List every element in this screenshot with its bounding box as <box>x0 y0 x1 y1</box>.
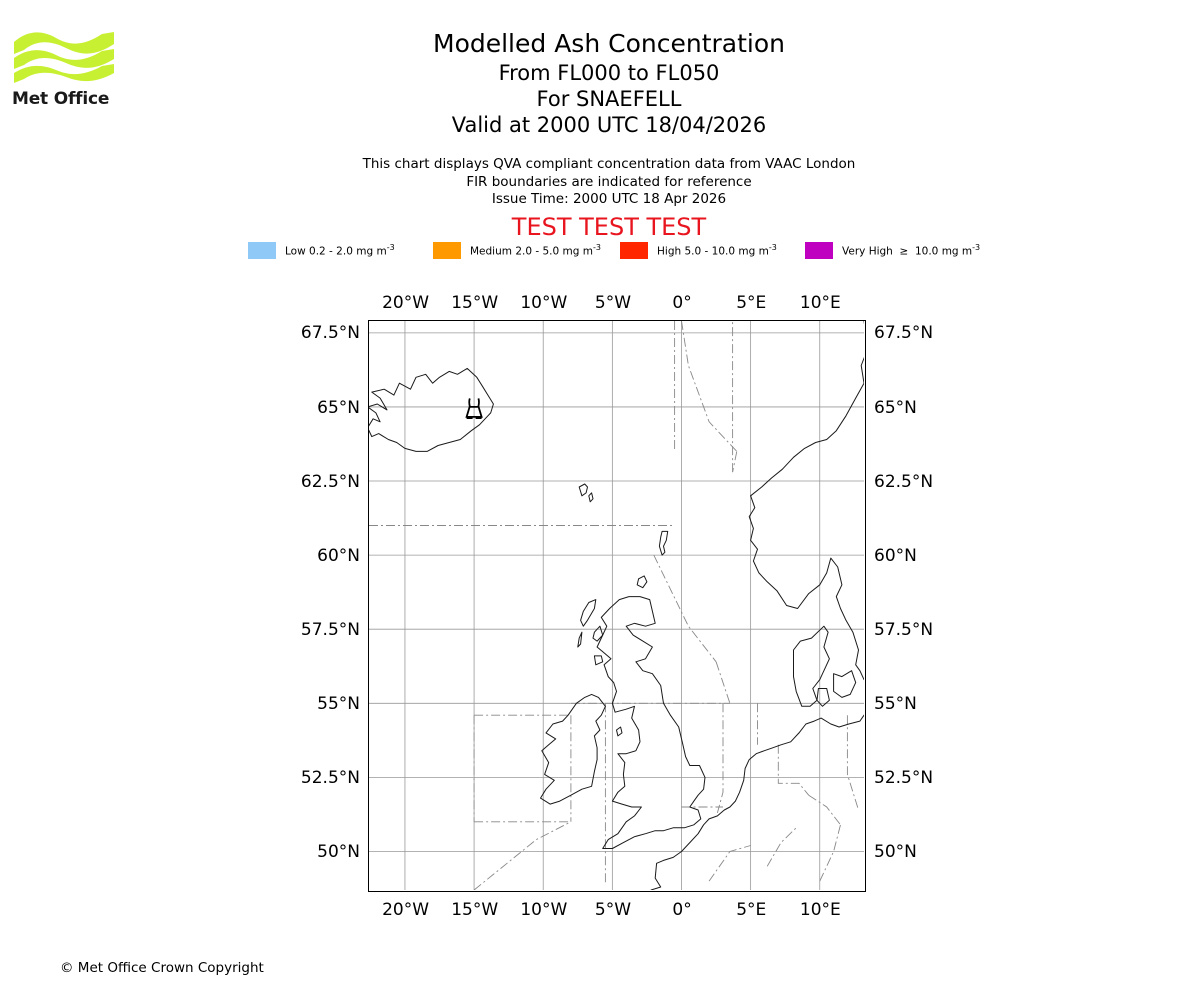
lat-label-left-2: 62.5°N <box>300 471 360 492</box>
qva-statement: This chart displays QVA compliant concen… <box>362 156 856 172</box>
coastlines <box>369 321 864 890</box>
fir-boundary-19 <box>808 794 841 826</box>
flight-level-range: From FL000 to FL050 <box>498 61 720 85</box>
fir-boundary-22 <box>846 715 859 811</box>
map-container <box>368 320 866 892</box>
coastline-4 <box>636 575 648 589</box>
legend-label-1: Medium 2.0 - 5.0 mg m-3 <box>470 242 601 258</box>
lat-label-left-6: 52.5°N <box>300 767 360 788</box>
lat-label-left-5: 55°N <box>317 693 360 714</box>
lon-label-top-0: 20°W <box>382 293 430 313</box>
lat-label-right-3: 60°N <box>874 545 917 566</box>
volcano-icon <box>465 398 483 420</box>
lon-label-bottom-0: 20°W <box>382 900 430 920</box>
lon-label-top-5: 5°E <box>736 293 767 313</box>
met-office-logo-text: Met Office <box>12 89 110 109</box>
fir-boundary-18 <box>777 744 810 796</box>
lon-label-top-6: 10°E <box>799 293 841 313</box>
coastline-7 <box>577 631 583 648</box>
coastline-14 <box>793 625 830 707</box>
volcano-name-title: For SNAEFELL <box>536 87 682 111</box>
legend-swatch-2 <box>620 241 648 259</box>
coastline-8 <box>592 625 604 642</box>
coastline-17 <box>650 732 800 890</box>
lon-label-bottom-5: 5°E <box>736 900 767 920</box>
fir-boundary-15 <box>716 703 724 814</box>
lat-label-right-6: 52.5°N <box>874 767 934 788</box>
legend-label-0: Low 0.2 - 2.0 mg m-3 <box>285 242 395 258</box>
copyright-notice: © Met Office Crown Copyright <box>60 960 264 976</box>
map-canvas <box>369 321 864 890</box>
legend-item-2: High 5.0 - 10.0 mg m-3 <box>620 240 777 260</box>
lat-label-left-3: 60°N <box>317 545 360 566</box>
lon-label-bottom-2: 10°W <box>520 900 568 920</box>
lon-label-top-1: 15°W <box>451 293 499 313</box>
coastline-6 <box>580 599 597 627</box>
volcano-marker <box>465 398 483 420</box>
fir-boundary-0 <box>681 321 738 452</box>
coastline-5 <box>596 596 706 849</box>
coastline-16 <box>816 688 830 707</box>
concentration-legend: Low 0.2 - 2.0 mg m-3 Medium 2.0 - 5.0 mg … <box>248 240 988 260</box>
coastline-12 <box>750 321 864 497</box>
lon-label-top-3: 5°W <box>594 293 631 313</box>
valid-time: Valid at 2000 UTC 18/04/2026 <box>451 113 767 137</box>
coastline-11 <box>616 726 623 737</box>
chart-title-block: Modelled Ash Concentration From FL000 to… <box>0 28 1200 138</box>
met-office-wave-mark <box>14 32 114 83</box>
coastline-1 <box>578 483 588 497</box>
test-banner: TEST TEST TEST <box>511 213 707 241</box>
lat-label-right-4: 57.5°N <box>874 619 934 640</box>
lon-label-bottom-3: 5°W <box>594 900 631 920</box>
coastline-0 <box>369 367 494 452</box>
page-title: Modelled Ash Concentration <box>433 29 785 58</box>
coastline-15 <box>833 670 857 698</box>
map-frame <box>368 320 866 892</box>
fir-boundary-23 <box>819 824 841 882</box>
legend-label-2: High 5.0 - 10.0 mg m-3 <box>657 242 777 258</box>
lon-label-bottom-6: 10°E <box>799 900 841 920</box>
chart-subtitle-block: This chart displays QVA compliant concen… <box>0 156 1200 209</box>
coastline-9 <box>593 655 604 666</box>
fir-boundaries <box>369 321 859 890</box>
lon-label-bottom-1: 15°W <box>451 900 499 920</box>
lat-label-left-0: 67.5°N <box>300 323 360 344</box>
fir-boundary-20 <box>708 845 751 882</box>
map-gridlines <box>369 321 864 890</box>
met-office-logo: Met Office <box>12 28 122 113</box>
legend-swatch-1 <box>433 241 461 259</box>
coastline-18 <box>798 714 864 734</box>
lon-label-bottom-4: 0° <box>672 900 692 920</box>
coastline-2 <box>588 492 594 503</box>
issue-time: Issue Time: 2000 UTC 18 Apr 2026 <box>491 191 727 207</box>
legend-label-3: Very High ≥ 10.0 mg m-3 <box>842 242 981 258</box>
lat-label-left-7: 50°N <box>317 842 360 863</box>
legend-swatch-3 <box>805 241 833 259</box>
lat-label-right-2: 62.5°N <box>874 471 934 492</box>
fir-boundary-10 <box>473 821 572 890</box>
fir-boundary-4 <box>732 451 738 473</box>
legend-item-0: Low 0.2 - 2.0 mg m-3 <box>248 240 395 260</box>
coastline-3 <box>658 530 669 556</box>
fir-boundary-13 <box>653 554 717 663</box>
lat-label-right-0: 67.5°N <box>874 323 934 344</box>
lat-label-right-7: 50°N <box>874 842 917 863</box>
legend-item-1: Medium 2.0 - 5.0 mg m-3 <box>433 240 601 260</box>
coastline-13 <box>748 495 864 681</box>
lat-label-right-1: 65°N <box>874 397 917 418</box>
lon-label-top-4: 0° <box>672 293 692 313</box>
legend-swatch-0 <box>248 241 276 259</box>
fir-boundary-14 <box>715 661 731 704</box>
lat-label-left-4: 57.5°N <box>300 619 360 640</box>
legend-item-3: Very High ≥ 10.0 mg m-3 <box>805 240 980 260</box>
coastline-10 <box>540 693 606 805</box>
fir-boundary-21 <box>766 827 797 867</box>
fir-statement: FIR boundaries are indicated for referen… <box>466 173 752 190</box>
lat-label-right-5: 55°N <box>874 693 917 714</box>
lon-label-top-2: 10°W <box>520 293 568 313</box>
lat-label-left-1: 65°N <box>317 397 360 418</box>
